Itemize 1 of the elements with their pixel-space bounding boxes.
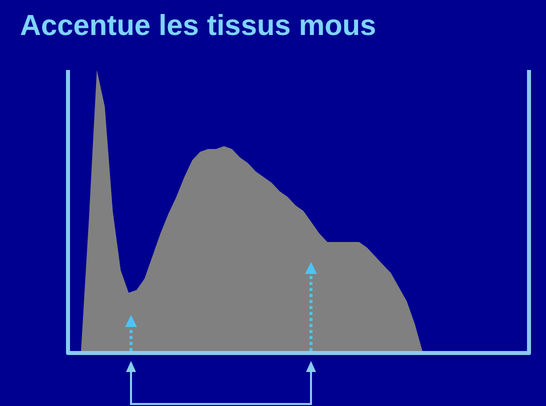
chart-title: Accentue les tissus mous bbox=[20, 10, 376, 43]
